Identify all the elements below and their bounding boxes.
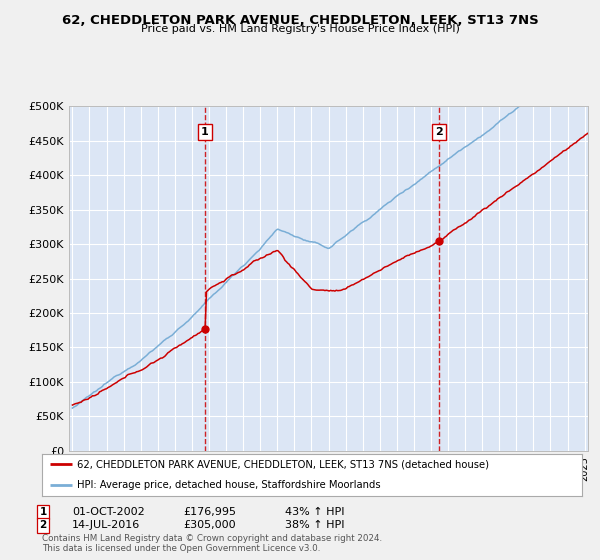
Text: £305,000: £305,000 [183,520,236,530]
Text: 43% ↑ HPI: 43% ↑ HPI [285,507,344,517]
Text: 62, CHEDDLETON PARK AVENUE, CHEDDLETON, LEEK, ST13 7NS (detached house): 62, CHEDDLETON PARK AVENUE, CHEDDLETON, … [77,459,489,469]
Text: HPI: Average price, detached house, Staffordshire Moorlands: HPI: Average price, detached house, Staf… [77,480,381,490]
Text: 62, CHEDDLETON PARK AVENUE, CHEDDLETON, LEEK, ST13 7NS: 62, CHEDDLETON PARK AVENUE, CHEDDLETON, … [62,14,538,27]
Text: 14-JUL-2016: 14-JUL-2016 [72,520,140,530]
Text: Price paid vs. HM Land Registry's House Price Index (HPI): Price paid vs. HM Land Registry's House … [140,24,460,34]
Text: Contains HM Land Registry data © Crown copyright and database right 2024.: Contains HM Land Registry data © Crown c… [42,534,382,543]
Text: £176,995: £176,995 [183,507,236,517]
Text: 1: 1 [40,507,47,517]
Text: 01-OCT-2002: 01-OCT-2002 [72,507,145,517]
Text: This data is licensed under the Open Government Licence v3.0.: This data is licensed under the Open Gov… [42,544,320,553]
Text: 1: 1 [201,127,209,137]
Text: 2: 2 [40,520,47,530]
Text: 2: 2 [436,127,443,137]
Text: 38% ↑ HPI: 38% ↑ HPI [285,520,344,530]
